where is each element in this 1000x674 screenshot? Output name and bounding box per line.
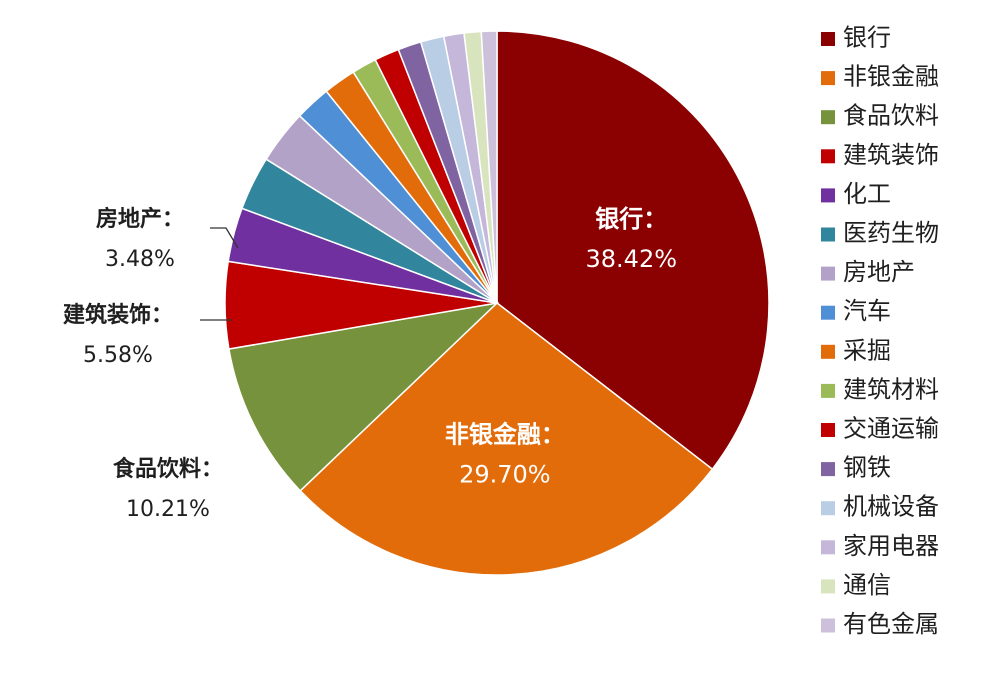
data-label-value-0: 38.42%: [586, 245, 678, 273]
pie-slice-0: [496, 30, 770, 471]
legend-label-10: 交通运输: [843, 415, 939, 443]
data-label-value-4: 3.48%: [105, 247, 175, 272]
data-label-title-3: 建筑装饰：: [63, 302, 173, 328]
pie-slices: [224, 30, 770, 576]
legend-swatch-1: [821, 71, 835, 86]
legend-label-12: 机械设备: [843, 493, 939, 521]
legend-swatch-6: [821, 266, 835, 281]
legend-swatch-15: [821, 618, 835, 633]
legend-label-7: 汽车: [843, 297, 891, 325]
legend-swatch-4: [821, 188, 835, 203]
data-label-title-0: 银行：: [595, 205, 667, 233]
legend-label-11: 钢铁: [843, 454, 891, 482]
legend-label-14: 通信: [843, 571, 891, 599]
legend: 银行非银金融食品饮料建筑装饰化工医药生物房地产汽车采掘建筑材料交通运输钢铁机械设…: [821, 24, 939, 638]
pie-slice-15: [480, 30, 498, 304]
data-labels: 银行： 38.42% 非银金融： 29.70% 食品饮料： 10.21% 建筑装饰： 5.58…: [63, 205, 677, 522]
legend-swatch-10: [821, 423, 835, 437]
legend-label-9: 建筑材料: [843, 375, 939, 403]
legend-label-13: 家用电器: [843, 532, 939, 560]
legend-label-1: 非银金融: [843, 63, 939, 91]
legend-swatch-9: [821, 383, 835, 398]
data-label-title-2: 食品饮料：: [113, 456, 223, 482]
data-label-title-4: 房地产：: [96, 206, 184, 232]
data-label-value-3: 5.58%: [83, 343, 153, 368]
pie-slice-2: [228, 301, 500, 492]
leader-line-0: [210, 227, 239, 249]
pie-slice-1: [299, 302, 714, 576]
legend-swatch-0: [821, 32, 835, 46]
legend-swatch-12: [821, 501, 835, 516]
legend-swatch-13: [821, 540, 835, 555]
legend-swatch-3: [821, 149, 835, 164]
legend-label-8: 采掘: [843, 336, 891, 364]
legend-swatch-11: [821, 462, 835, 477]
leader-lines: [200, 227, 239, 321]
legend-swatch-8: [821, 344, 835, 359]
legend-label-5: 医药生物: [843, 219, 939, 247]
legend-label-3: 建筑装饰: [843, 141, 939, 169]
legend-swatch-5: [821, 227, 835, 242]
legend-swatch-14: [821, 579, 835, 594]
legend-label-2: 食品饮料: [843, 102, 939, 130]
legend-swatch-7: [821, 305, 835, 320]
legend-label-15: 有色金属: [843, 610, 939, 638]
legend-label-0: 银行: [843, 24, 891, 52]
legend-label-4: 化工: [843, 180, 891, 208]
data-label-value-1: 29.70%: [459, 460, 551, 488]
data-label-title-1: 非银金融：: [445, 420, 565, 448]
legend-label-6: 房地产: [843, 258, 915, 286]
legend-swatch-2: [821, 110, 835, 125]
data-label-value-2: 10.21%: [126, 497, 210, 522]
